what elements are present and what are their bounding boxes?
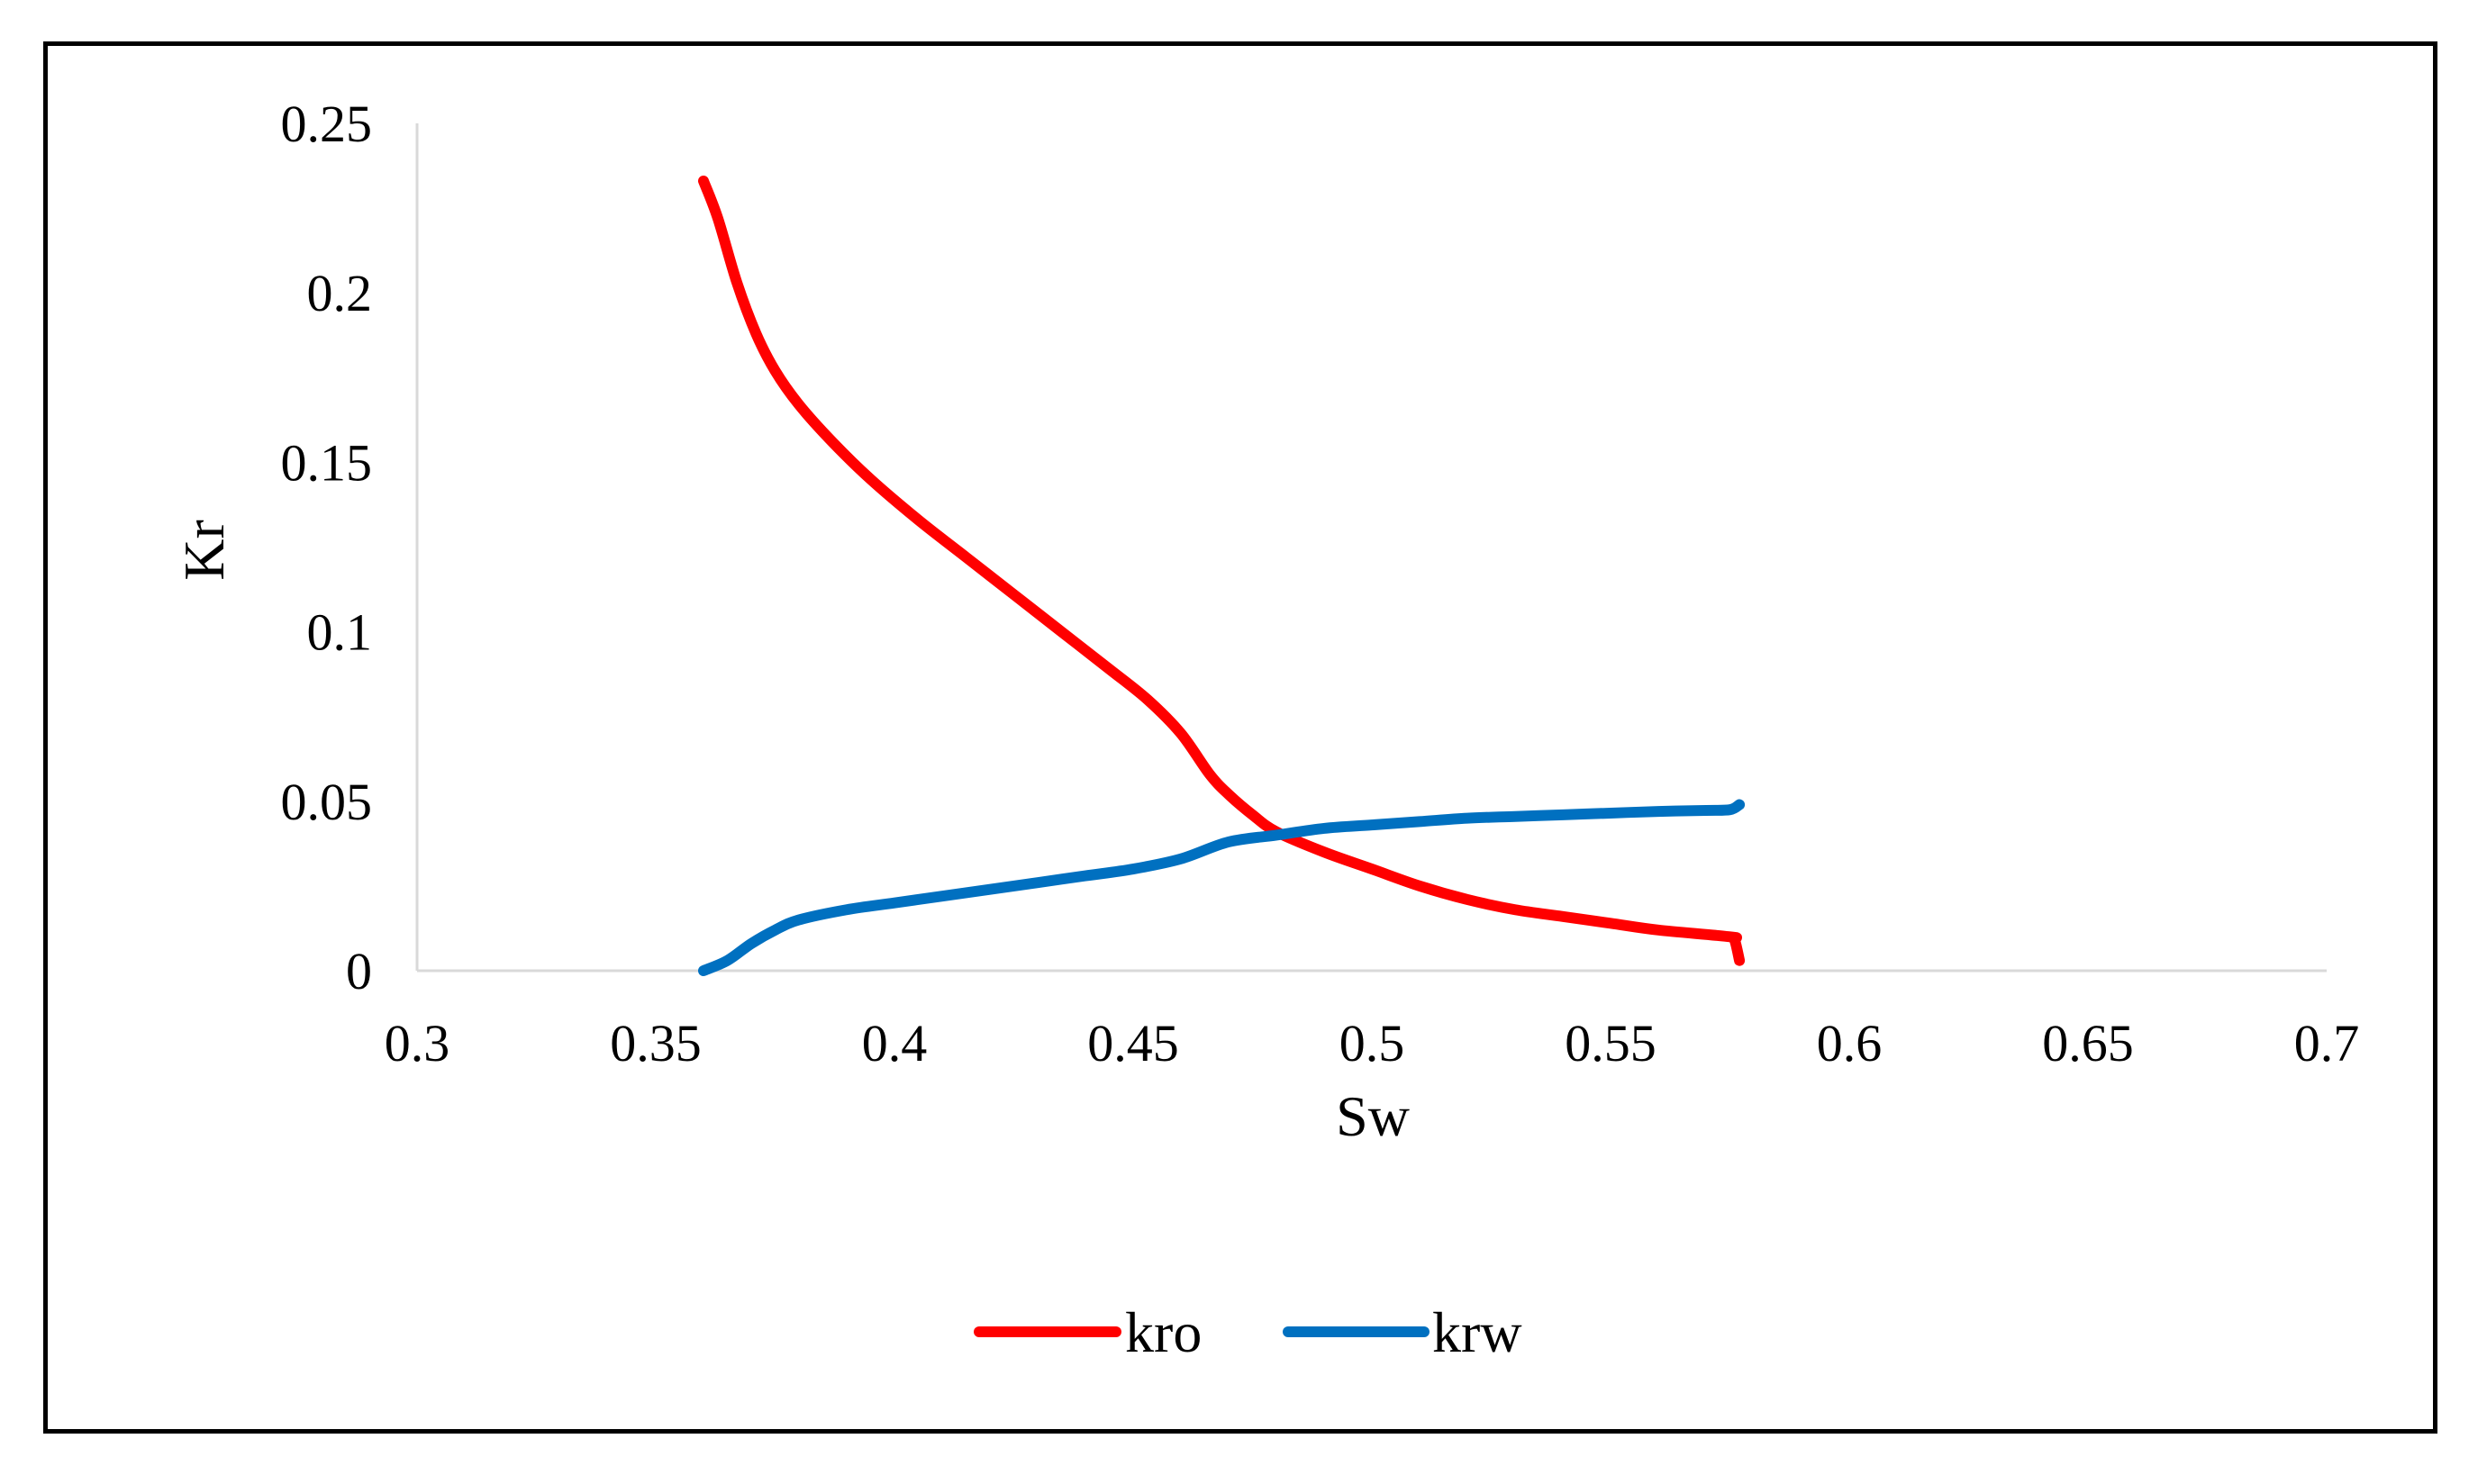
- y-tick-label: 0: [346, 942, 372, 1000]
- y-tick-label: 0.2: [307, 264, 373, 322]
- y-tick-label: 0.25: [281, 95, 373, 153]
- x-tick-label: 0.4: [862, 1014, 928, 1072]
- y-axis-title: Kr: [172, 520, 236, 581]
- legend-label-kro: kro: [1125, 1300, 1202, 1364]
- series-line-kro: [698, 175, 1746, 966]
- chart-frame: 0 0.05 0.1 0.15 0.2 0.25 0.3 0.35 0.4 0.45 0.5 0.5…: [43, 41, 2437, 1434]
- chart: 0 0.05 0.1 0.15 0.2 0.25 0.3 0.35 0.4 0.45 0.5 0.5…: [172, 95, 2360, 1364]
- x-tick-label: 0.5: [1339, 1014, 1405, 1072]
- legend: kro krw: [974, 1300, 1522, 1364]
- x-tick-label: 0.35: [610, 1014, 702, 1072]
- legend-label-krw: krw: [1432, 1300, 1522, 1364]
- x-tick-label: 0.45: [1087, 1014, 1179, 1072]
- y-tick-label: 0.15: [281, 433, 373, 492]
- x-tick-label: 0.6: [1817, 1014, 1883, 1072]
- x-tick-label: 0.3: [385, 1014, 450, 1072]
- x-tick-label: 0.65: [2042, 1014, 2134, 1072]
- y-tick-label: 0.05: [281, 773, 373, 831]
- x-tick-label: 0.55: [1565, 1014, 1656, 1072]
- y-tick-label: 0.1: [307, 603, 373, 662]
- x-axis-title: Sw: [1336, 1084, 1410, 1148]
- series-line-krw: [698, 799, 1746, 976]
- x-tick-label: 0.7: [2294, 1014, 2360, 1072]
